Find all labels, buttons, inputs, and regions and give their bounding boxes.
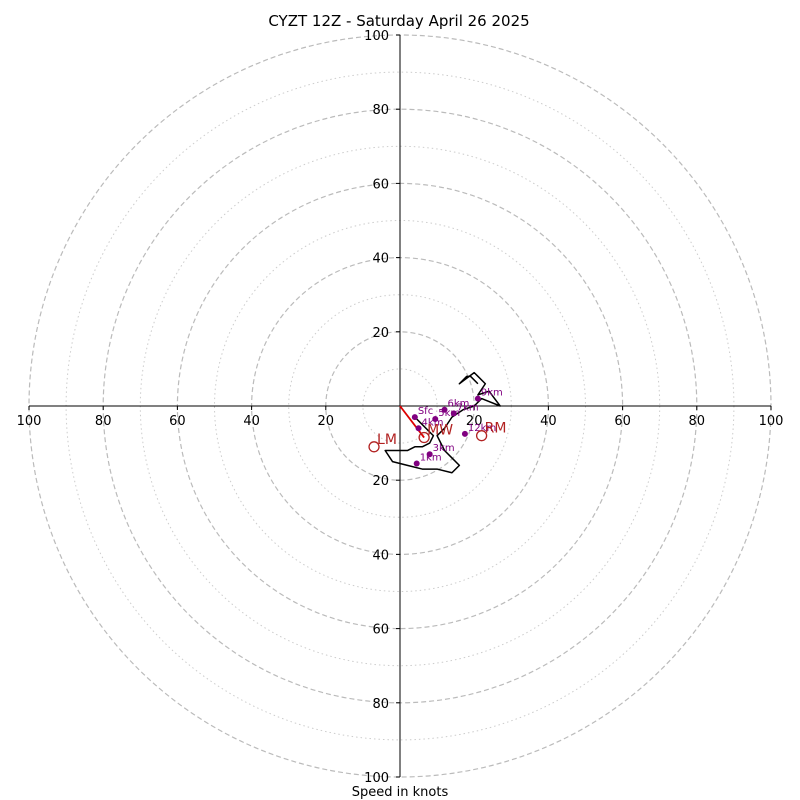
height-point-label: Sfc (418, 406, 433, 417)
hodograph-trace (384, 371, 501, 474)
y-tick-label: 100 (364, 29, 389, 44)
height-point-label: 5km (438, 408, 460, 419)
y-tick-label: 20 (372, 474, 389, 489)
y-tick-label: 80 (372, 697, 389, 712)
height-point-7km (450, 410, 457, 417)
height-point-4km (415, 425, 422, 432)
y-tick-label: 80 (372, 103, 389, 118)
tick-labels: 100 80 60 40 20 20 40 60 80 100 100 80 60 40 20 20 40 60 8… (17, 29, 784, 786)
y-tick-label: 60 (372, 623, 389, 638)
height-point-6km (441, 406, 448, 413)
chart-title: CYZT 12Z - Saturday April 26 2025 (268, 12, 529, 30)
height-point-label: 12km (468, 423, 496, 434)
storm-motion-markers: LM RM MW (368, 421, 507, 453)
trace-line (384, 371, 501, 474)
storm-motion-label: LM (377, 432, 397, 448)
y-tick-label: 60 (372, 177, 389, 192)
y-tick-label: 40 (372, 252, 389, 267)
x-tick-label: 20 (318, 414, 335, 429)
height-point-label: 1km (420, 453, 442, 464)
x-tick-label: 80 (95, 414, 112, 429)
storm-motion-label: MW (427, 423, 453, 439)
height-point-label: 6km (448, 399, 470, 410)
storm-motion-rm (475, 430, 488, 442)
x-axis-label: Speed in knots (352, 785, 449, 800)
shear-vector-line (399, 405, 425, 439)
shear-vector (399, 405, 425, 439)
height-point-12km (461, 430, 468, 437)
height-point-label: 4km (422, 417, 444, 428)
height-point-sfc (411, 414, 418, 421)
height-point-label: 9km (481, 388, 503, 399)
x-tick-label: 20 (466, 414, 483, 429)
x-tick-label: 100 (17, 414, 42, 429)
y-tick-label: 20 (372, 326, 389, 341)
x-tick-label: 80 (689, 414, 706, 429)
x-tick-label: 60 (169, 414, 186, 429)
y-tick-label: 40 (372, 548, 389, 563)
x-tick-label: 40 (243, 414, 260, 429)
storm-motion-mw (418, 431, 430, 444)
storm-motion-label: RM (485, 421, 507, 437)
height-point-1km (413, 460, 420, 467)
height-point-5km (432, 415, 439, 422)
storm-motion-lm (368, 441, 380, 453)
height-point-label: 7km (457, 402, 479, 413)
x-tick-label: 40 (540, 414, 557, 429)
y-tick-label: 100 (364, 771, 389, 786)
height-point-3km (426, 451, 433, 458)
x-tick-label: 60 (614, 414, 631, 429)
height-point-label: 3km (433, 443, 455, 454)
height-point-9km (474, 395, 481, 402)
x-tick-label: 100 (759, 414, 784, 429)
